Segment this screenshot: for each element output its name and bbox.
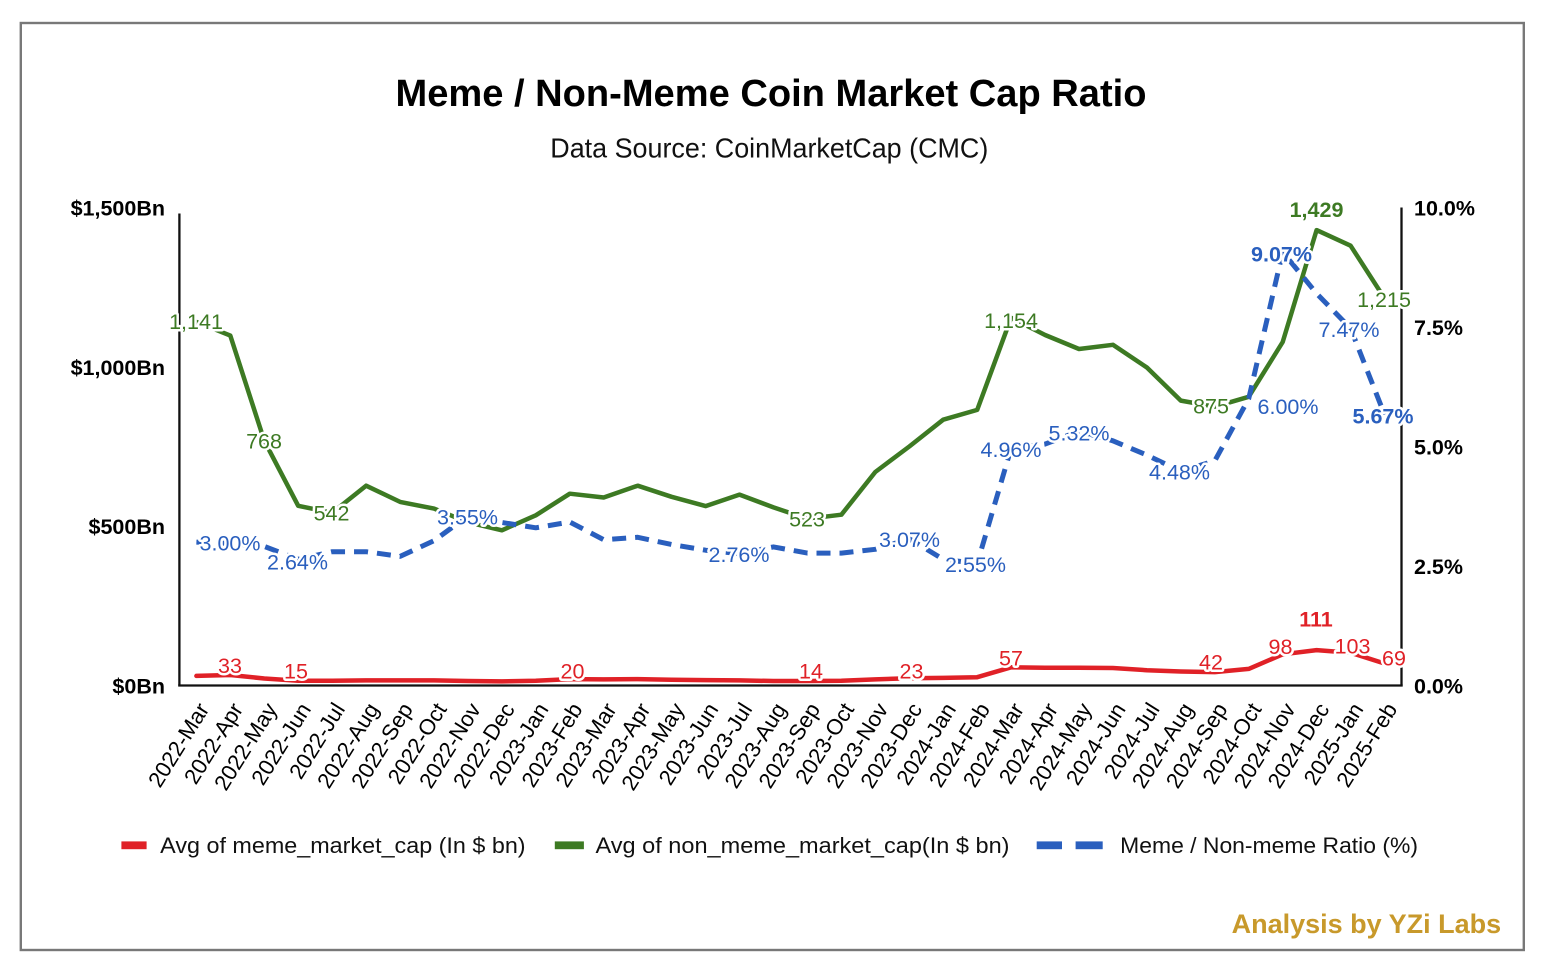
svg-text:0.0%: 0.0% — [1414, 675, 1463, 699]
svg-text:3.07%: 3.07% — [879, 528, 940, 552]
svg-text:Avg of non_meme_market_cap(In: Avg of non_meme_market_cap(In $ bn) — [596, 833, 1010, 858]
svg-text:Analysis by YZi Labs: Analysis by YZi Labs — [1232, 909, 1502, 939]
svg-text:$1,500Bn: $1,500Bn — [71, 197, 165, 221]
svg-text:57: 57 — [999, 647, 1023, 671]
svg-text:1,215: 1,215 — [1357, 288, 1411, 312]
svg-text:523: 523 — [789, 508, 825, 532]
svg-text:42: 42 — [1199, 651, 1223, 675]
svg-text:9.07%: 9.07% — [1251, 243, 1312, 267]
svg-text:2.5%: 2.5% — [1414, 555, 1463, 579]
svg-text:3.00%: 3.00% — [200, 532, 261, 556]
svg-text:6.00%: 6.00% — [1258, 395, 1319, 419]
svg-text:7.47%: 7.47% — [1319, 318, 1380, 342]
svg-text:14: 14 — [799, 660, 823, 684]
svg-text:542: 542 — [314, 502, 350, 526]
svg-text:98: 98 — [1269, 635, 1293, 659]
svg-text:103: 103 — [1335, 635, 1371, 659]
svg-text:Meme / Non-meme Ratio (%): Meme / Non-meme Ratio (%) — [1120, 833, 1418, 858]
svg-text:69: 69 — [1382, 647, 1406, 671]
svg-text:Avg of meme_market_cap (In $ b: Avg of meme_market_cap (In $ bn) — [160, 833, 525, 858]
svg-text:1,141: 1,141 — [169, 310, 223, 334]
svg-text:5.67%: 5.67% — [1353, 405, 1414, 429]
svg-text:15: 15 — [284, 660, 308, 684]
svg-text:20: 20 — [561, 660, 585, 684]
svg-text:5.32%: 5.32% — [1049, 422, 1110, 446]
svg-text:$500Bn: $500Bn — [89, 515, 166, 539]
svg-text:$1,000Bn: $1,000Bn — [71, 356, 165, 380]
svg-text:3.55%: 3.55% — [437, 506, 498, 530]
svg-text:7.5%: 7.5% — [1414, 316, 1463, 340]
svg-text:875: 875 — [1193, 395, 1229, 419]
svg-text:5.0%: 5.0% — [1414, 436, 1463, 460]
svg-text:2.55%: 2.55% — [945, 553, 1006, 577]
svg-text:10.0%: 10.0% — [1414, 197, 1475, 221]
svg-text:1,154: 1,154 — [984, 309, 1038, 333]
svg-text:4.96%: 4.96% — [981, 438, 1042, 462]
svg-text:1,429: 1,429 — [1290, 198, 1344, 222]
svg-text:111: 111 — [1299, 608, 1333, 632]
svg-text:$0Bn: $0Bn — [112, 675, 165, 699]
svg-text:23: 23 — [900, 660, 924, 684]
svg-text:2.76%: 2.76% — [709, 543, 770, 567]
svg-text:768: 768 — [246, 430, 282, 454]
svg-text:Data Source: CoinMarketCap (CM: Data Source: CoinMarketCap (CMC) — [550, 133, 988, 164]
svg-text:Meme / Non-Meme Coin Market Ca: Meme / Non-Meme Coin Market Cap Ratio — [396, 73, 1147, 115]
svg-text:4.48%: 4.48% — [1149, 461, 1210, 485]
svg-text:2.64%: 2.64% — [267, 551, 328, 575]
svg-text:33: 33 — [218, 654, 242, 678]
